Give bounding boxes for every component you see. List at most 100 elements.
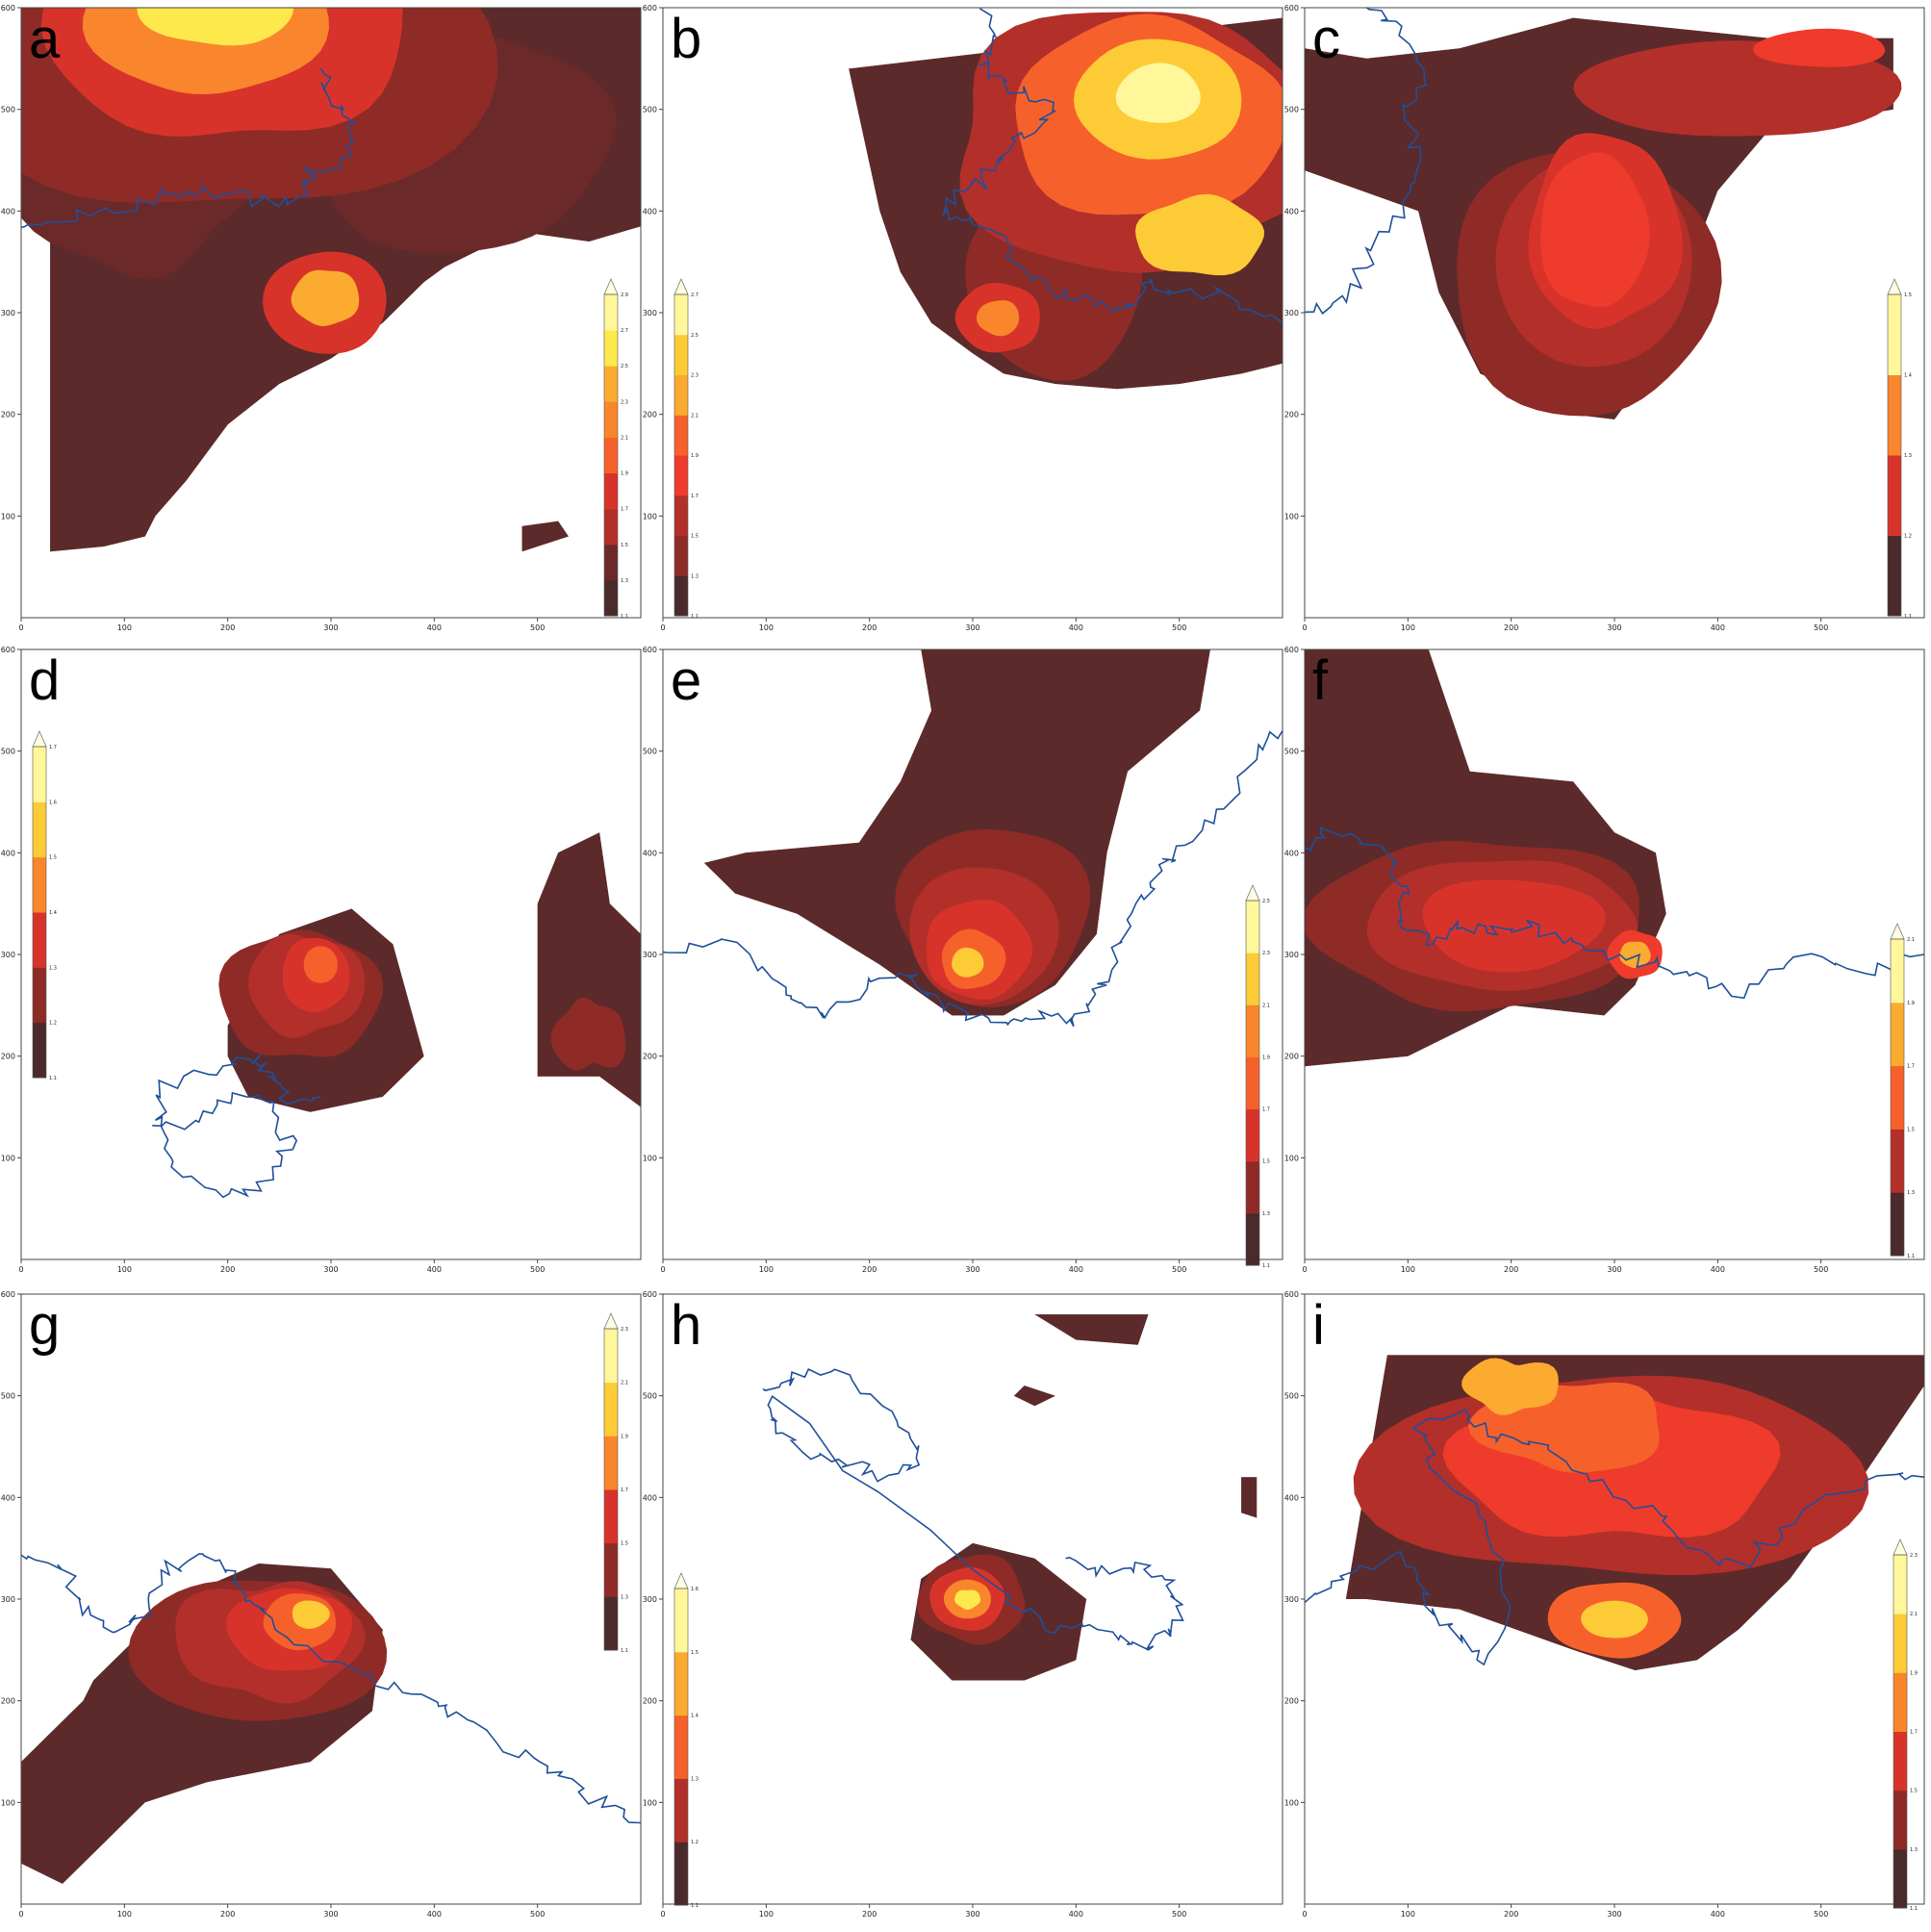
- colorbar-tick-label: 1.3: [691, 1776, 699, 1782]
- colorbar-segment: [674, 1715, 688, 1779]
- colorbar-segment: [604, 472, 618, 510]
- x-tick-label: 200: [220, 1910, 235, 1919]
- y-tick-label: 400: [1284, 849, 1299, 857]
- x-tick-label: 300: [323, 1910, 338, 1919]
- x-tick-label: 300: [1607, 1265, 1621, 1274]
- colorbar-tick-label: 2.9: [621, 292, 628, 298]
- y-tick-label: 300: [1, 1595, 15, 1604]
- colorbar-segment: [33, 967, 46, 1024]
- y-tick-label: 600: [1284, 4, 1299, 13]
- x-tick-label: 300: [965, 623, 979, 632]
- colorbar-segment: [1893, 1614, 1907, 1673]
- y-tick-label: 500: [643, 748, 657, 756]
- colorbar-tick-label: 1.1: [1904, 614, 1912, 620]
- colorbar-tick-label: 1.7: [621, 507, 628, 513]
- y-tick-label: 400: [643, 207, 657, 216]
- panel-label: g: [29, 1294, 60, 1357]
- colorbar-tick-label: 1.6: [691, 1587, 699, 1592]
- coastline-f: [1305, 826, 1924, 1000]
- y-tick-label: 400: [1284, 1493, 1299, 1502]
- colorbar-frame: [603, 1328, 619, 1651]
- colorbar-tick-label: 1.1: [49, 1076, 57, 1081]
- y-tick-label: 300: [1, 309, 15, 318]
- coastline-h: [762, 1368, 1184, 1651]
- y-tick-label: 600: [1284, 646, 1299, 654]
- colorbar-tick-label: 1.1: [1262, 1263, 1270, 1269]
- y-tick-label: 100: [1, 512, 15, 521]
- colorbar-tick-label: 1.9: [1262, 1055, 1270, 1060]
- colorbar-segment: [604, 294, 618, 331]
- colorbar-segment: [604, 401, 618, 438]
- x-tick-label: 500: [1172, 1265, 1186, 1274]
- colorbar-tick-label: 1.3: [621, 578, 628, 584]
- coastline-c: [1305, 8, 1429, 315]
- colorbar-tick-label: 2.3: [621, 399, 628, 405]
- x-tick-label: 0: [660, 1910, 665, 1919]
- x-tick-label: 300: [965, 1265, 979, 1274]
- y-tick-label: 500: [1284, 1392, 1299, 1401]
- colorbar-segment: [1246, 1108, 1259, 1162]
- colorbar-segment: [1893, 1672, 1907, 1732]
- colorbar-frame: [1890, 938, 1905, 1257]
- colorbar-segment: [1891, 1192, 1904, 1257]
- x-tick-label: 0: [1302, 1265, 1307, 1274]
- colorbar-tick-label: 1.1: [1910, 1906, 1918, 1912]
- colorbar-tick-label: 1.5: [1907, 1127, 1915, 1132]
- colorbar-segment: [604, 579, 618, 617]
- y-tick-label: 500: [1, 106, 15, 114]
- y-tick-label: 200: [1284, 1697, 1299, 1706]
- colorbar-segment: [1893, 1790, 1907, 1850]
- x-tick-label: 500: [1814, 1910, 1828, 1919]
- y-tick-label: 300: [1284, 1595, 1299, 1604]
- y-tick-label: 100: [1284, 1154, 1299, 1162]
- colorbar-segment: [674, 455, 688, 496]
- colorbar-i: 1.1 1.3 1.5 1.7 1.9 2.1 2.3: [1893, 1538, 1918, 1912]
- contour-level-d-4: [303, 946, 338, 983]
- y-tick-label: 600: [1, 1290, 15, 1299]
- colorbar-tick-label: 1.1: [691, 1903, 699, 1909]
- colorbar-tick-label: 1.9: [691, 453, 699, 459]
- x-tick-label: 100: [117, 1265, 132, 1274]
- colorbar-tick-label: 1.3: [1262, 1211, 1270, 1217]
- x-tick-label: 300: [323, 623, 338, 632]
- x-tick-label: 200: [220, 1265, 235, 1274]
- panel-label: a: [29, 8, 61, 70]
- x-tick-label: 100: [117, 1910, 132, 1919]
- x-tick-label: 100: [1401, 623, 1415, 632]
- plot-area-d: [21, 649, 641, 1259]
- plot-area-c: [1305, 8, 1924, 618]
- coastline-a: [21, 67, 359, 229]
- colorbar-segment: [1246, 901, 1259, 953]
- colorbar-segment: [674, 1589, 688, 1653]
- region-level1-h-3: [1241, 1477, 1258, 1518]
- plot-area-a: [21, 8, 641, 618]
- x-tick-label: 400: [1069, 1265, 1083, 1274]
- y-tick-label: 400: [1, 1493, 15, 1502]
- colorbar-tick-label: 2.3: [621, 1327, 628, 1333]
- colorbar-tick-label: 1.3: [691, 573, 699, 579]
- colorbar-segment: [1891, 1065, 1904, 1130]
- x-tick-label: 0: [18, 1265, 23, 1274]
- contour-level-i-4: [1461, 1358, 1559, 1415]
- x-tick-label: 0: [660, 623, 665, 632]
- plot-area-h: [663, 1294, 1283, 1904]
- x-tick-label: 200: [220, 623, 235, 632]
- colorbar-segment: [604, 1382, 618, 1436]
- y-tick-label: 200: [643, 411, 657, 419]
- colorbar-segment: [1893, 1848, 1907, 1909]
- colorbar-tick-label: 1.7: [1262, 1107, 1270, 1113]
- y-tick-label: 600: [1, 4, 15, 13]
- y-tick-label: 500: [1284, 748, 1299, 756]
- colorbar-frame: [673, 293, 689, 617]
- colorbar-segment: [674, 294, 688, 336]
- x-tick-label: 400: [1711, 1910, 1725, 1919]
- colorbar-tick-label: 1.9: [621, 1434, 628, 1439]
- y-tick-label: 300: [1, 951, 15, 959]
- colorbar-segment: [1891, 1129, 1904, 1193]
- plot-area-e: [663, 649, 1283, 1259]
